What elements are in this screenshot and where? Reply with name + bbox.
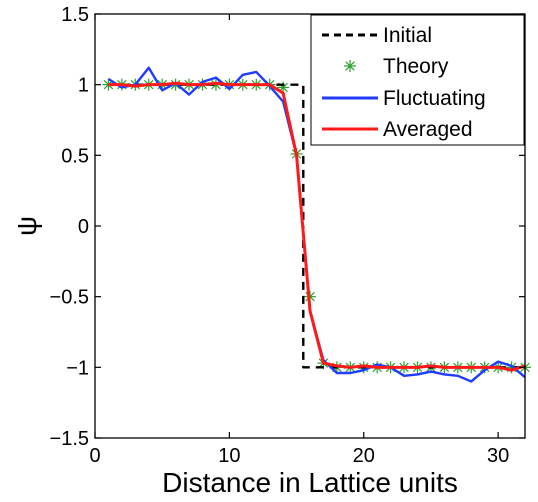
- y-tick-label: 0.5: [61, 145, 89, 167]
- legend-marker-theory: [344, 60, 356, 72]
- legend: Initial Theory Fluctuating Averaged: [310, 14, 525, 146]
- legend-label-averaged: Averaged: [383, 118, 473, 141]
- x-tick-label: 30: [487, 445, 509, 467]
- x-tick-label: 20: [353, 445, 375, 467]
- legend-label-fluctuating: Fluctuating: [383, 87, 486, 110]
- ticks-layer: 0 10 20 30 −1.5 −1 −0.5 0 0.5 1 1.5: [50, 4, 525, 467]
- y-tick-label: 1: [78, 75, 89, 97]
- series-line-averaged: [108, 81, 526, 372]
- legend-asterisk: [344, 60, 356, 72]
- legend-label-theory: Theory: [383, 55, 449, 78]
- x-axis-label: Distance in Lattice units: [162, 467, 458, 498]
- y-tick-label: −1.5: [50, 428, 89, 450]
- y-tick-label: −0.5: [50, 287, 89, 309]
- data-layer: [102, 66, 531, 383]
- legend-label-initial: Initial: [383, 24, 432, 47]
- legend-box: [310, 14, 525, 146]
- y-axis-label: ψ: [11, 216, 42, 236]
- y-tick-label: 0: [78, 216, 89, 238]
- y-tick-label: −1: [66, 357, 89, 379]
- x-tick-label: 0: [89, 445, 100, 467]
- y-tick-label: 1.5: [61, 4, 89, 26]
- x-tick-label: 10: [218, 445, 240, 467]
